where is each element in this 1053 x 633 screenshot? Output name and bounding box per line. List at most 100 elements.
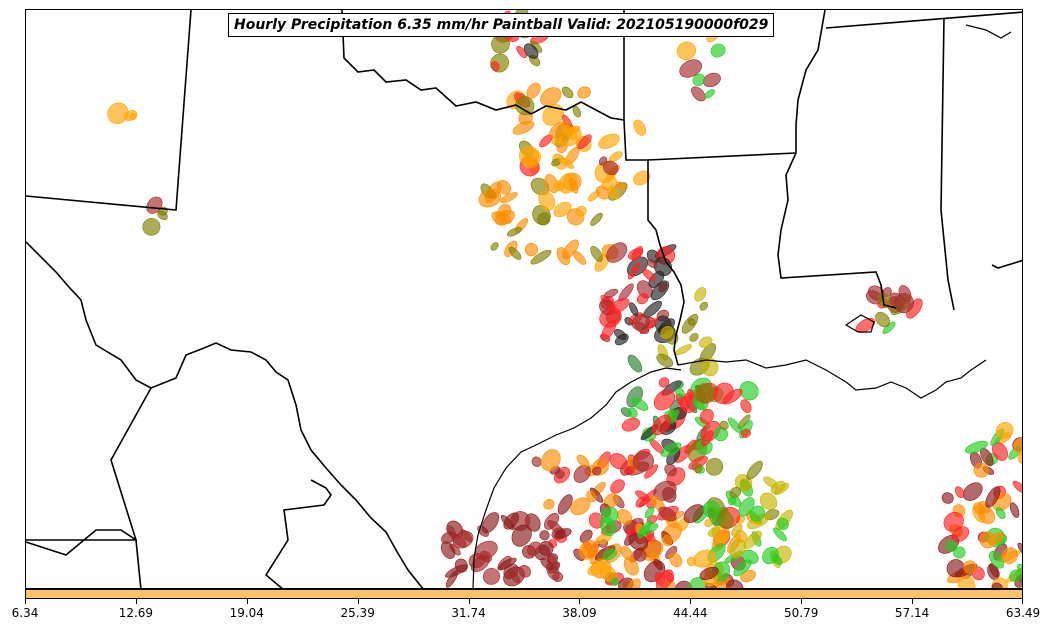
- precip-blob: [522, 149, 541, 169]
- precip-blob: [655, 569, 674, 588]
- colorbar-tick-label: 63.49: [1005, 606, 1041, 620]
- title-box: Hourly Precipitation 6.35 mm/hr Paintbal…: [228, 13, 775, 37]
- precip-blob: [1009, 569, 1022, 583]
- precip-blob: [490, 242, 499, 251]
- precip-blob: [700, 357, 719, 377]
- colorbar-tick: [25, 599, 26, 604]
- precip-blob: [623, 556, 639, 576]
- precip-blob: [518, 564, 531, 578]
- precip-blob: [604, 288, 619, 298]
- precip-blob: [651, 414, 672, 436]
- precip-blob: [607, 298, 630, 315]
- precip-blob: [577, 86, 591, 99]
- precip-blob: [621, 417, 640, 432]
- precip-blob: [590, 245, 603, 262]
- precip-blob: [592, 466, 602, 476]
- precip-blob: [540, 87, 562, 107]
- precip-blob: [1017, 563, 1022, 573]
- precip-blob: [991, 582, 1003, 588]
- colorbar-tick-label: 38.09: [562, 606, 597, 620]
- coastline: [472, 24, 1012, 588]
- precip-blob: [729, 538, 746, 559]
- colorbar-tick: [468, 599, 470, 604]
- precip-blob: [606, 242, 628, 263]
- precip-blob: [894, 293, 914, 314]
- precip-blob: [558, 156, 575, 169]
- precip-blob: [646, 258, 657, 269]
- precip-blob: [633, 119, 647, 136]
- precip-blob: [716, 509, 734, 530]
- precip-blob: [759, 492, 778, 510]
- colorbar-tick-label: 50.79: [784, 606, 819, 620]
- louisiana-coast: [677, 359, 987, 399]
- precip-blob: [509, 569, 520, 584]
- precip-blob: [726, 579, 744, 588]
- precip-blob: [772, 554, 783, 566]
- precip-blob: [962, 482, 983, 501]
- colorbar-tick-label: 19.04: [229, 606, 264, 620]
- precip-blob: [531, 456, 542, 467]
- precip-blob: [478, 188, 502, 208]
- precip-blob: [963, 560, 977, 574]
- precip-blob: [660, 325, 674, 339]
- precip-blob: [945, 540, 958, 552]
- precip-blob: [699, 301, 709, 311]
- precip-blob: [575, 206, 587, 217]
- colorbar-tick: [579, 599, 581, 604]
- precip-blob: [701, 430, 714, 447]
- precip-blobs: [107, 10, 1022, 588]
- precip-blob: [530, 249, 552, 265]
- precip-blob: [1009, 502, 1020, 518]
- colorbar-tick: [912, 599, 914, 604]
- precip-blob: [496, 180, 512, 195]
- tn-border: [825, 11, 1022, 29]
- precip-blob: [614, 333, 629, 346]
- precip-blob: [524, 242, 539, 257]
- precip-blob: [445, 564, 468, 578]
- mx-state-line-4: [264, 479, 332, 588]
- colorbar-tick-label: 57.14: [894, 606, 930, 620]
- precip-blob: [609, 151, 623, 162]
- al-border: [991, 259, 1022, 269]
- precip-blob: [561, 124, 578, 140]
- precip-blob: [506, 227, 522, 237]
- precip-blob: [460, 529, 473, 543]
- precip-blob: [537, 212, 551, 226]
- precip-blob: [542, 104, 565, 126]
- precip-blob: [704, 89, 715, 99]
- precip-blob: [637, 519, 652, 539]
- colorbar: [25, 589, 1023, 599]
- precip-blob: [516, 46, 528, 58]
- map-canvas: [26, 10, 1022, 588]
- precip-blob: [503, 512, 519, 530]
- precip-blob: [689, 333, 699, 342]
- precip-blob: [738, 497, 755, 517]
- precip-blob: [641, 268, 656, 282]
- mx-state-line-3: [26, 529, 137, 556]
- precip-blob: [555, 528, 572, 539]
- precip-blob: [694, 383, 715, 404]
- colorbar-tick-label: 6.34: [11, 606, 39, 620]
- precip-blob: [693, 549, 717, 568]
- precip-blob: [631, 314, 650, 331]
- precip-blob: [617, 509, 633, 525]
- precip-blob: [623, 466, 635, 476]
- state-borders: [26, 10, 1022, 588]
- precip-blob: [733, 559, 752, 577]
- precip-blob: [497, 557, 517, 571]
- colorbar-tick-label: 25.39: [340, 606, 375, 620]
- precip-blob: [644, 506, 655, 519]
- precip-blob: [875, 311, 890, 328]
- precip-blob: [547, 554, 559, 571]
- precip-blob: [595, 185, 610, 200]
- precip-blob: [741, 428, 751, 438]
- precip-blob: [490, 53, 509, 73]
- precip-blob: [687, 318, 696, 326]
- precip-blob: [995, 422, 1014, 440]
- precip-blob: [586, 490, 597, 503]
- precip-blob: [691, 86, 706, 102]
- colorbar-tick-label: 12.69: [118, 606, 154, 620]
- nm-border: [26, 10, 192, 211]
- colorbar-tick-label: 44.44: [673, 606, 708, 620]
- precip-blob: [877, 292, 891, 309]
